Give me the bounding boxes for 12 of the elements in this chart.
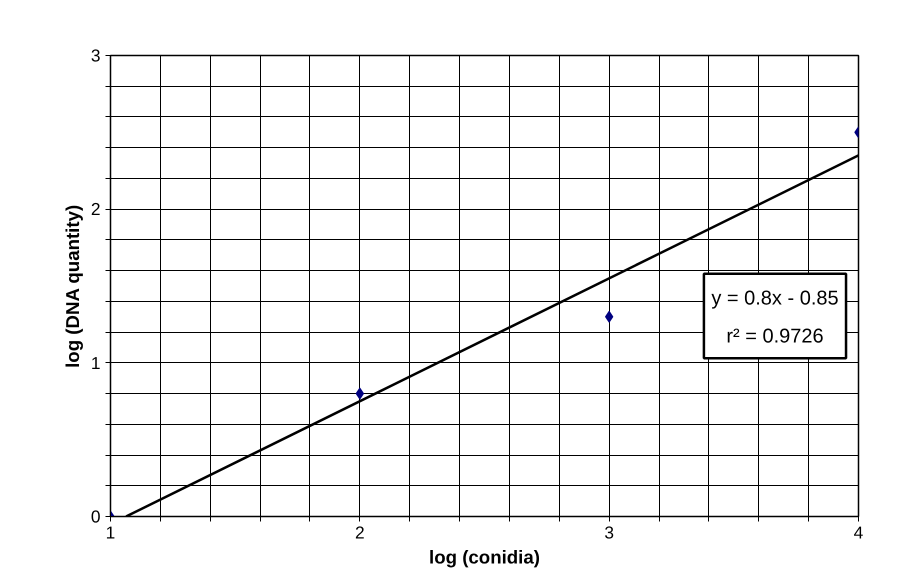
annotation: r² = 0.9726	[726, 326, 824, 348]
y-tick-label: 1	[90, 352, 101, 373]
annotation: y = 0.8x - 0.85	[711, 287, 839, 310]
y-tick-label: 2	[90, 199, 101, 220]
x-tick-label: 4	[854, 522, 864, 542]
x-axis-title: log (conidia)	[429, 546, 540, 568]
x-tick-label: 3	[604, 522, 614, 542]
y-axis-title: log (DNA quantity)	[62, 204, 83, 368]
y-tick-label: 0	[90, 506, 101, 526]
y-tick-label: 3	[90, 46, 101, 66]
x-tick-label: 1	[106, 522, 116, 542]
x-tick-label: 2	[355, 522, 365, 542]
